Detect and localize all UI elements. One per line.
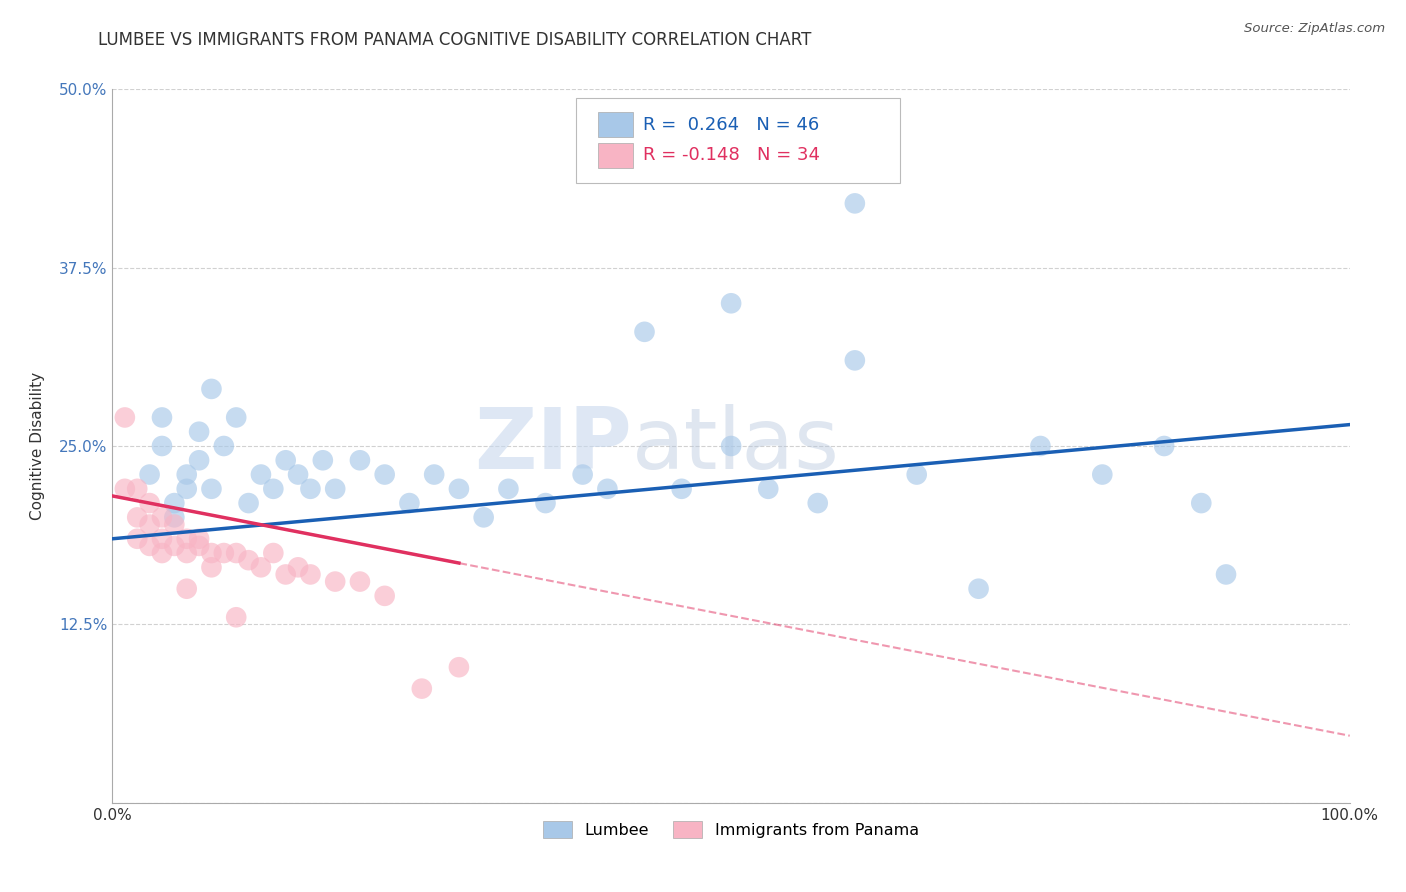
- Point: [411, 681, 433, 696]
- Legend: Lumbee, Immigrants from Panama: Lumbee, Immigrants from Panama: [537, 814, 925, 845]
- Point: [756, 482, 779, 496]
- Point: [150, 439, 173, 453]
- Point: [262, 482, 284, 496]
- Point: [176, 532, 198, 546]
- Point: [150, 546, 173, 560]
- Point: [163, 510, 186, 524]
- Point: [398, 496, 420, 510]
- Point: [188, 425, 211, 439]
- Text: atlas: atlas: [633, 404, 841, 488]
- Point: [163, 517, 186, 532]
- Point: [1189, 496, 1212, 510]
- Point: [250, 560, 273, 574]
- Point: [447, 660, 470, 674]
- Point: [312, 453, 335, 467]
- Point: [238, 553, 260, 567]
- Point: [844, 353, 866, 368]
- Point: [1215, 567, 1237, 582]
- Point: [114, 410, 136, 425]
- Point: [138, 467, 160, 482]
- Point: [905, 467, 928, 482]
- Point: [188, 453, 211, 467]
- Point: [114, 482, 136, 496]
- Point: [200, 382, 222, 396]
- Point: [200, 482, 222, 496]
- Point: [374, 589, 396, 603]
- Point: [844, 196, 866, 211]
- Point: [671, 482, 693, 496]
- Point: [299, 567, 322, 582]
- Point: [287, 560, 309, 574]
- Text: ZIP: ZIP: [474, 404, 633, 488]
- Point: [323, 574, 346, 589]
- Point: [127, 482, 149, 496]
- Point: [374, 467, 396, 482]
- Point: [423, 467, 446, 482]
- Point: [176, 467, 198, 482]
- Y-axis label: Cognitive Disability: Cognitive Disability: [31, 372, 45, 520]
- Point: [967, 582, 990, 596]
- Point: [596, 482, 619, 496]
- Point: [720, 296, 742, 310]
- Text: R = -0.148   N = 34: R = -0.148 N = 34: [643, 146, 820, 164]
- Point: [225, 410, 247, 425]
- Point: [212, 439, 235, 453]
- Point: [1029, 439, 1052, 453]
- Point: [188, 532, 211, 546]
- Point: [571, 467, 593, 482]
- Point: [163, 539, 186, 553]
- Point: [349, 453, 371, 467]
- Point: [299, 482, 322, 496]
- Point: [200, 546, 222, 560]
- Point: [534, 496, 557, 510]
- Point: [633, 325, 655, 339]
- Point: [176, 582, 198, 596]
- Point: [163, 496, 186, 510]
- Text: Source: ZipAtlas.com: Source: ZipAtlas.com: [1244, 22, 1385, 36]
- Point: [274, 453, 297, 467]
- Text: R =  0.264   N = 46: R = 0.264 N = 46: [643, 116, 818, 134]
- Point: [287, 467, 309, 482]
- Text: LUMBEE VS IMMIGRANTS FROM PANAMA COGNITIVE DISABILITY CORRELATION CHART: LUMBEE VS IMMIGRANTS FROM PANAMA COGNITI…: [98, 31, 811, 49]
- Point: [225, 610, 247, 624]
- Point: [807, 496, 830, 510]
- Point: [262, 546, 284, 560]
- Point: [720, 439, 742, 453]
- Point: [138, 496, 160, 510]
- Point: [138, 539, 160, 553]
- Point: [127, 532, 149, 546]
- Point: [498, 482, 520, 496]
- Point: [238, 496, 260, 510]
- Point: [138, 517, 160, 532]
- Point: [188, 539, 211, 553]
- Point: [323, 482, 346, 496]
- Point: [349, 574, 371, 589]
- Point: [150, 510, 173, 524]
- Point: [200, 560, 222, 574]
- Point: [1091, 467, 1114, 482]
- Point: [447, 482, 470, 496]
- Point: [212, 546, 235, 560]
- Point: [250, 467, 273, 482]
- Point: [472, 510, 495, 524]
- Point: [150, 410, 173, 425]
- Point: [274, 567, 297, 582]
- Point: [176, 546, 198, 560]
- Point: [225, 546, 247, 560]
- Point: [176, 482, 198, 496]
- Point: [127, 510, 149, 524]
- Point: [150, 532, 173, 546]
- Point: [1153, 439, 1175, 453]
